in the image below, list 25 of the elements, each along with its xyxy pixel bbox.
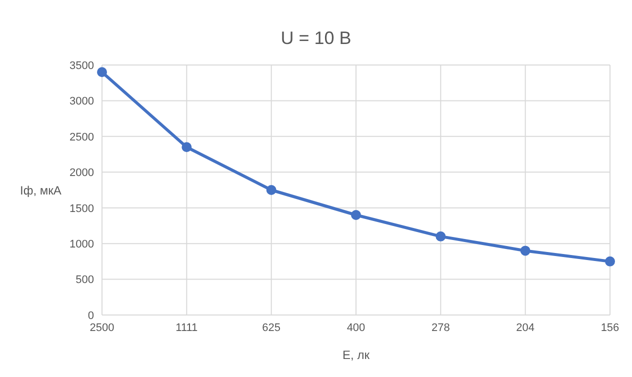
point: [97, 67, 107, 78]
x-tick-label: 2500: [90, 322, 114, 334]
point: [182, 142, 192, 152]
chart-title: U = 10 В: [280, 28, 352, 49]
point: [605, 256, 615, 266]
y-axis-title: Iф, мкА: [20, 183, 62, 198]
point: [520, 246, 530, 256]
y-tick-label: 1500: [70, 202, 94, 215]
point: [266, 185, 276, 195]
point: [351, 210, 361, 220]
y-tick-label: 0: [88, 310, 94, 322]
x-tick-label: 400: [346, 322, 366, 334]
x-tick-label: 156: [600, 322, 620, 334]
y-tick-label: 1000: [70, 238, 94, 250]
y-tick-label: 2500: [70, 131, 94, 144]
x-tick-label: 278: [431, 322, 450, 334]
x-axis-title: E, лк: [342, 348, 370, 362]
y-tick-label: 3000: [70, 96, 94, 108]
x-tick-label: 204: [516, 322, 535, 334]
point: [436, 231, 446, 242]
y-tick-label: 2000: [70, 167, 94, 180]
x-tick-label: 625: [262, 322, 281, 334]
x-tick-label: 1111: [176, 322, 198, 334]
y-tick-label: 500: [76, 274, 94, 286]
y-tick-label: 3500: [70, 60, 94, 72]
